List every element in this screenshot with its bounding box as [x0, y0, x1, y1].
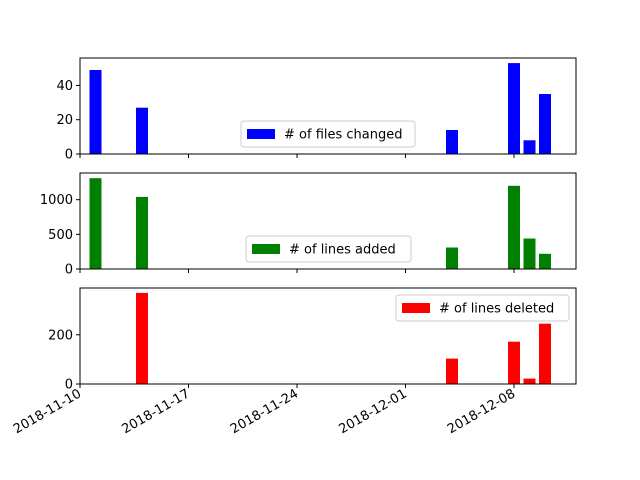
legend-swatch: [402, 303, 430, 313]
bar: [523, 140, 536, 154]
subplot-files-changed: 0 20 40 # of files changed: [56, 57, 577, 163]
bar: [539, 94, 551, 154]
y-tick-label: 0: [65, 378, 73, 393]
bar: [523, 378, 536, 384]
subplot-lines-added: 0 500 1000 # of lines added: [40, 172, 577, 278]
legend-swatch: [247, 129, 275, 139]
bar: [136, 292, 148, 384]
legend-label: # of lines added: [289, 243, 396, 258]
legend: # of lines deleted: [395, 294, 570, 322]
y-tick-label: 40: [56, 79, 73, 94]
bar: [89, 70, 102, 154]
legend-swatch: [252, 244, 280, 254]
axes-frame: [79, 172, 577, 270]
y-tick-label: 0: [65, 148, 73, 163]
y-tick-label: 200: [48, 328, 73, 343]
bar: [508, 63, 520, 154]
y-tick-label: 1000: [40, 193, 73, 208]
x-tick-label: 2018-12-01: [337, 386, 410, 437]
y-tick-label: 0: [65, 263, 73, 278]
bar: [446, 130, 458, 154]
bar: [539, 253, 551, 269]
x-tick-label: 2018-11-24: [228, 386, 301, 437]
y-tick-label: 20: [56, 113, 73, 128]
bar: [446, 247, 458, 269]
bar: [136, 107, 148, 154]
legend: # of lines added: [245, 235, 412, 263]
bar: [508, 185, 520, 269]
x-tick-label: 2018-11-17: [120, 386, 193, 437]
legend-label: # of files changed: [284, 128, 403, 143]
bar: [89, 178, 102, 269]
bar: [136, 196, 148, 269]
axes-frame: [79, 287, 577, 385]
x-tick-label: 2018-11-10: [11, 386, 84, 437]
y-tick-label: 500: [48, 228, 73, 243]
x-tick-label: 2018-12-08: [445, 386, 518, 437]
legend-label: # of lines deleted: [439, 302, 554, 317]
bar: [539, 323, 551, 384]
subplot-lines-deleted: 0 200 2018-11-10 2018-11-17 2018-11-24 2018-1…: [11, 287, 577, 437]
bar: [508, 341, 520, 384]
bar: [446, 358, 458, 384]
bar: [523, 238, 536, 269]
axes-frame: [79, 57, 577, 155]
legend: # of files changed: [240, 120, 416, 148]
